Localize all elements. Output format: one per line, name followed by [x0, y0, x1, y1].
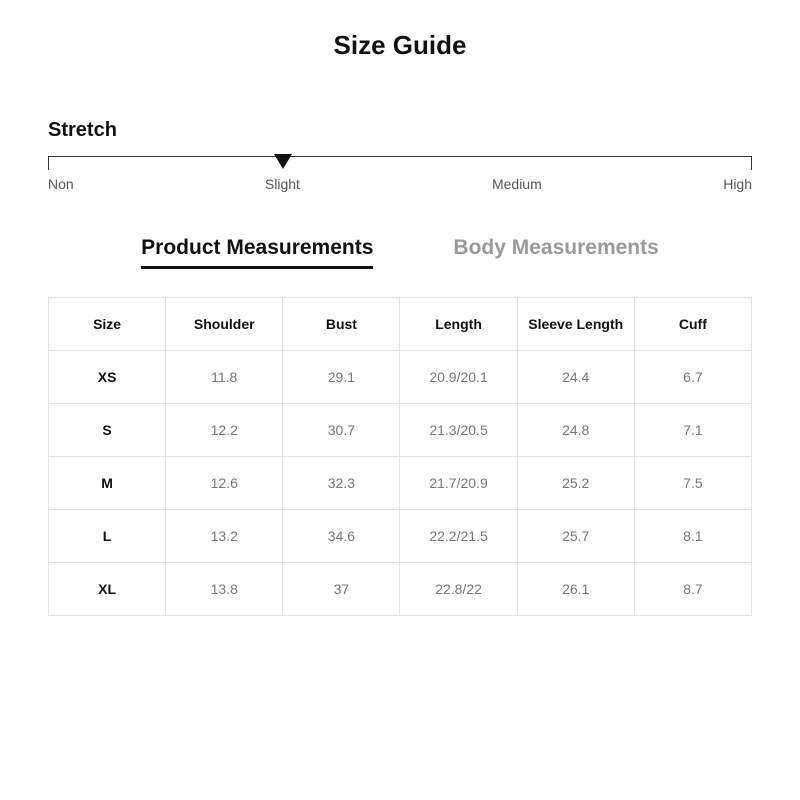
- table-row: XL 13.8 37 22.8/22 26.1 8.7: [49, 563, 752, 616]
- value-cell: 11.8: [166, 351, 283, 404]
- stretch-label: Stretch: [48, 119, 752, 142]
- size-cell: XL: [49, 563, 166, 616]
- size-cell: S: [49, 404, 166, 457]
- value-cell: 21.3/20.5: [400, 404, 517, 457]
- col-shoulder: Shoulder: [166, 298, 283, 351]
- col-length: Length: [400, 298, 517, 351]
- table-row: L 13.2 34.6 22.2/21.5 25.7 8.1: [49, 510, 752, 563]
- col-bust: Bust: [283, 298, 400, 351]
- value-cell: 24.4: [517, 351, 634, 404]
- tab-body-measurements[interactable]: Body Measurements: [453, 236, 658, 269]
- value-cell: 25.2: [517, 457, 634, 510]
- slider-stop-non: Non: [48, 176, 74, 192]
- value-cell: 32.3: [283, 457, 400, 510]
- table-row: M 12.6 32.3 21.7/20.9 25.2 7.5: [49, 457, 752, 510]
- col-sleeve-length: Sleeve Length: [517, 298, 634, 351]
- size-table: Size Shoulder Bust Length Sleeve Length …: [48, 297, 752, 616]
- tabs: Product Measurements Body Measurements: [48, 236, 752, 269]
- slider-marker-icon: [274, 154, 292, 169]
- table-row: XS 11.8 29.1 20.9/20.1 24.4 6.7: [49, 351, 752, 404]
- value-cell: 6.7: [634, 351, 751, 404]
- value-cell: 30.7: [283, 404, 400, 457]
- size-cell: M: [49, 457, 166, 510]
- value-cell: 21.7/20.9: [400, 457, 517, 510]
- page-title: Size Guide: [48, 30, 752, 61]
- value-cell: 29.1: [283, 351, 400, 404]
- slider-stop-high: High: [723, 176, 752, 192]
- value-cell: 25.7: [517, 510, 634, 563]
- value-cell: 20.9/20.1: [400, 351, 517, 404]
- slider-track: [48, 156, 752, 170]
- value-cell: 24.8: [517, 404, 634, 457]
- col-size: Size: [49, 298, 166, 351]
- size-cell: L: [49, 510, 166, 563]
- stretch-slider: Non Slight Medium High: [48, 156, 752, 202]
- value-cell: 12.2: [166, 404, 283, 457]
- value-cell: 22.2/21.5: [400, 510, 517, 563]
- slider-stop-medium: Medium: [492, 176, 542, 192]
- value-cell: 13.8: [166, 563, 283, 616]
- size-cell: XS: [49, 351, 166, 404]
- value-cell: 8.7: [634, 563, 751, 616]
- value-cell: 26.1: [517, 563, 634, 616]
- value-cell: 13.2: [166, 510, 283, 563]
- tab-product-measurements[interactable]: Product Measurements: [141, 236, 373, 269]
- slider-labels: Non Slight Medium High: [48, 176, 752, 196]
- value-cell: 7.1: [634, 404, 751, 457]
- table-body: XS 11.8 29.1 20.9/20.1 24.4 6.7 S 12.2 3…: [49, 351, 752, 616]
- value-cell: 22.8/22: [400, 563, 517, 616]
- value-cell: 7.5: [634, 457, 751, 510]
- value-cell: 8.1: [634, 510, 751, 563]
- col-cuff: Cuff: [634, 298, 751, 351]
- table-header-row: Size Shoulder Bust Length Sleeve Length …: [49, 298, 752, 351]
- table-row: S 12.2 30.7 21.3/20.5 24.8 7.1: [49, 404, 752, 457]
- value-cell: 37: [283, 563, 400, 616]
- slider-stop-slight: Slight: [265, 176, 300, 192]
- value-cell: 12.6: [166, 457, 283, 510]
- value-cell: 34.6: [283, 510, 400, 563]
